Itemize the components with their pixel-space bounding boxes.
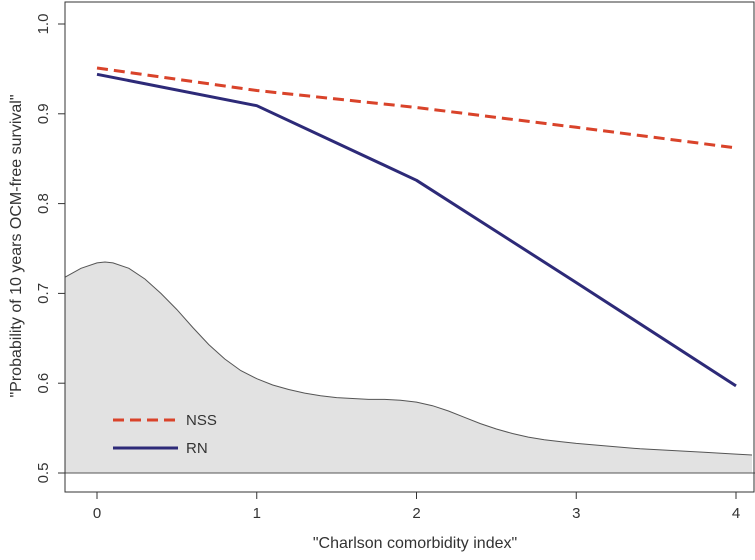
plot-frame — [64, 1, 755, 493]
legend: NSS RN — [113, 412, 217, 457]
axes-layer: 0 1 2 3 4 0.5 0.6 0.7 0.8 0.9 1.0 — [35, 1, 755, 522]
x-axis-title: "Charlson comorbidity index" — [313, 535, 517, 552]
y-tick-label: 0.7 — [35, 283, 52, 304]
series-line-rn — [96, 72, 737, 388]
legend-label-rn: RN — [186, 440, 208, 457]
y-axis-title: "Probability of 10 years OCM-free surviv… — [8, 94, 25, 397]
legend-label-nss: NSS — [186, 412, 217, 429]
x-tick-label: 0 — [93, 505, 101, 522]
x-tick-label: 1 — [253, 505, 261, 522]
y-tick-label: 0.8 — [35, 193, 52, 214]
x-tick-label: 2 — [412, 505, 420, 522]
x-tick-label: 4 — [732, 505, 740, 522]
density-layer — [64, 261, 755, 474]
series-line-nss — [96, 66, 737, 150]
y-tick-label: 1.0 — [35, 14, 52, 35]
series-layer — [96, 66, 737, 388]
y-tick-label: 0.5 — [35, 463, 52, 484]
x-tick-label: 3 — [572, 505, 580, 522]
density-area — [65, 262, 752, 473]
y-tick-label: 0.6 — [35, 373, 52, 394]
y-tick-label: 0.9 — [35, 103, 52, 124]
density-curve — [64, 261, 753, 456]
